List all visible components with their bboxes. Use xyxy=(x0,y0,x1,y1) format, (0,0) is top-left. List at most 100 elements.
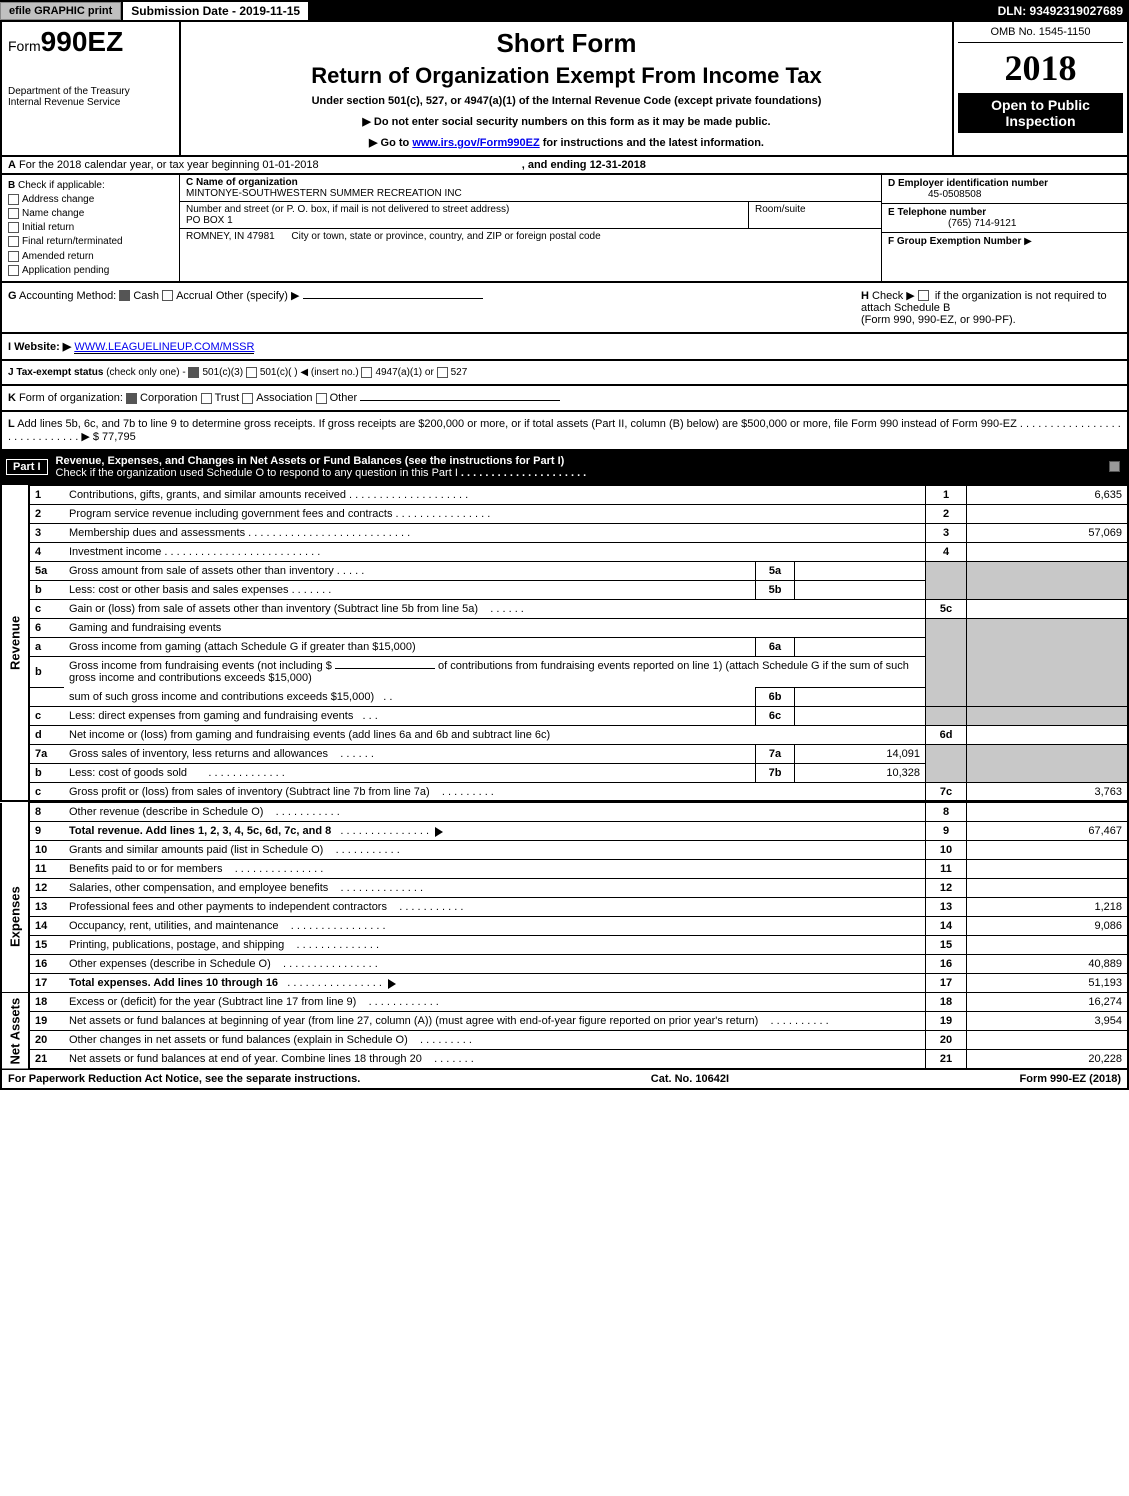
line-9-ln: 9 xyxy=(926,822,967,841)
calendar-year-text: For the 2018 calendar year, or tax year … xyxy=(19,159,319,171)
application-pending-checkbox[interactable] xyxy=(8,265,19,276)
row-7a: 7a Gross sales of inventory, less return… xyxy=(1,744,1128,763)
line-18-ln: 18 xyxy=(926,993,967,1012)
row-6c: c Less: direct expenses from gaming and … xyxy=(1,706,1128,725)
line-16-desc: Other expenses (describe in Schedule O) xyxy=(69,958,271,970)
line-6b-num: b xyxy=(29,656,64,687)
association-checkbox[interactable] xyxy=(242,393,253,404)
ein-value: 45-0508508 xyxy=(928,189,981,200)
amended-return-checkbox[interactable] xyxy=(8,251,19,262)
line-21-desc: Net assets or fund balances at end of ye… xyxy=(69,1053,422,1065)
line-5c-amount xyxy=(967,599,1129,618)
line-9-num: 9 xyxy=(29,822,64,841)
part-1-schedule-o-checkbox[interactable] xyxy=(1109,461,1120,472)
form-prefix: Form xyxy=(8,38,41,54)
corporation-checkbox[interactable] xyxy=(126,393,137,404)
line-k: K Form of organization: Corporation Trus… xyxy=(0,386,1129,412)
line-5b-subval xyxy=(795,580,926,599)
other-specify-input[interactable] xyxy=(303,298,483,299)
form-header: Form990EZ Department of the Treasury Int… xyxy=(0,22,1129,157)
line-6a-subval xyxy=(795,637,926,656)
cash-checkbox[interactable] xyxy=(119,290,130,301)
line-6c-sub: 6c xyxy=(756,706,795,725)
line-19-num: 19 xyxy=(29,1012,64,1031)
line-3-ln: 3 xyxy=(926,523,967,542)
lines-g-h: G Accounting Method: Cash Accrual Other … xyxy=(0,283,1129,334)
501c3-checkbox[interactable] xyxy=(188,367,199,378)
row-13: 13 Professional fees and other payments … xyxy=(1,898,1128,917)
open-public-2: Inspection xyxy=(1005,113,1075,129)
line-8-num: 8 xyxy=(29,803,64,822)
row-16: 16 Other expenses (describe in Schedule … xyxy=(1,955,1128,974)
line-12-amount xyxy=(967,879,1129,898)
row-18: Net Assets 18 Excess or (deficit) for th… xyxy=(1,993,1128,1012)
efile-print-button[interactable]: efile GRAPHIC print xyxy=(0,2,121,20)
grey-6 xyxy=(926,618,967,706)
line-13-num: 13 xyxy=(29,898,64,917)
dln: DLN: 93492319027689 xyxy=(998,4,1129,18)
line-7c-ln: 7c xyxy=(926,782,967,801)
line-14-ln: 14 xyxy=(926,917,967,936)
line-10-amount xyxy=(967,841,1129,860)
association-label: Association xyxy=(256,392,312,404)
other-org-input[interactable] xyxy=(360,400,560,401)
other-org-label: Other xyxy=(330,392,358,404)
4947-checkbox[interactable] xyxy=(361,367,372,378)
tax-exempt-label: J Tax-exempt status xyxy=(8,367,103,378)
address-change-checkbox[interactable] xyxy=(8,194,19,205)
form-number: Form990EZ xyxy=(8,26,173,58)
line-4-num: 4 xyxy=(29,542,64,561)
other-label: Other (specify) ▶ xyxy=(216,290,300,302)
name-change-checkbox[interactable] xyxy=(8,208,19,219)
accrual-label: Accrual xyxy=(176,290,213,302)
line-6c-desc: Less: direct expenses from gaming and fu… xyxy=(69,710,353,722)
line-l-text: Add lines 5b, 6c, and 7b to line 9 to de… xyxy=(17,418,1017,430)
line-7a-desc: Gross sales of inventory, less returns a… xyxy=(69,748,328,760)
label-l: L xyxy=(8,418,15,430)
line-19-desc: Net assets or fund balances at beginning… xyxy=(69,1015,758,1027)
line-4-desc: Investment income xyxy=(69,546,161,558)
accrual-checkbox[interactable] xyxy=(162,290,173,301)
line-6a-desc: Gross income from gaming (attach Schedul… xyxy=(69,641,416,653)
part-1-label: Part I xyxy=(6,459,48,475)
line-9-desc: Total revenue. Add lines 1, 2, 3, 4, 5c,… xyxy=(69,825,331,837)
row-7c: c Gross profit or (loss) from sales of i… xyxy=(1,782,1128,801)
page-footer: For Paperwork Reduction Act Notice, see … xyxy=(0,1070,1129,1090)
line-7a-sub: 7a xyxy=(756,744,795,763)
trust-checkbox[interactable] xyxy=(201,393,212,404)
arrow-icon xyxy=(435,827,443,837)
line-12-desc: Salaries, other compensation, and employ… xyxy=(69,882,328,894)
row-5c: c Gain or (loss) from sale of assets oth… xyxy=(1,599,1128,618)
line-6b-subval xyxy=(795,687,926,706)
group-exemption-label: F Group Exemption Number xyxy=(888,236,1021,247)
line-16-num: 16 xyxy=(29,955,64,974)
check-h-text1: Check ▶ xyxy=(872,290,915,302)
line-2-desc: Program service revenue including govern… xyxy=(69,508,392,520)
line-7b-num: b xyxy=(29,763,64,782)
527-checkbox[interactable] xyxy=(437,367,448,378)
501c3-label: 501(c)(3) xyxy=(202,367,243,378)
line-11-ln: 11 xyxy=(926,860,967,879)
other-org-checkbox[interactable] xyxy=(316,393,327,404)
line-2-ln: 2 xyxy=(926,504,967,523)
box-b: B Check if applicable: Address change Na… xyxy=(2,175,180,281)
line-6b-blank[interactable] xyxy=(335,668,435,669)
address-change-label: Address change xyxy=(22,194,94,205)
schedule-b-checkbox[interactable] xyxy=(918,290,929,301)
website-link[interactable]: WWW.LEAGUELINEUP.COM/MSSR xyxy=(74,341,254,354)
line-6-num: 6 xyxy=(29,618,64,637)
footer-right: Form 990-EZ (2018) xyxy=(1020,1073,1121,1085)
501c-checkbox[interactable] xyxy=(246,367,257,378)
part-1-check-text: Check if the organization used Schedule … xyxy=(56,467,458,479)
initial-return-checkbox[interactable] xyxy=(8,222,19,233)
trust-label: Trust xyxy=(215,392,240,404)
line-7b-sub: 7b xyxy=(756,763,795,782)
submission-date: Submission Date - 2019-11-15 xyxy=(123,2,308,20)
row-21: 21 Net assets or fund balances at end of… xyxy=(1,1050,1128,1070)
top-bar: efile GRAPHIC print Submission Date - 20… xyxy=(0,0,1129,22)
line-6c-subval xyxy=(795,706,926,725)
header-left: Form990EZ Department of the Treasury Int… xyxy=(2,22,181,155)
irs-gov-link[interactable]: www.irs.gov/Form990EZ xyxy=(412,137,539,149)
final-return-checkbox[interactable] xyxy=(8,236,19,247)
grey-6c xyxy=(926,706,967,725)
